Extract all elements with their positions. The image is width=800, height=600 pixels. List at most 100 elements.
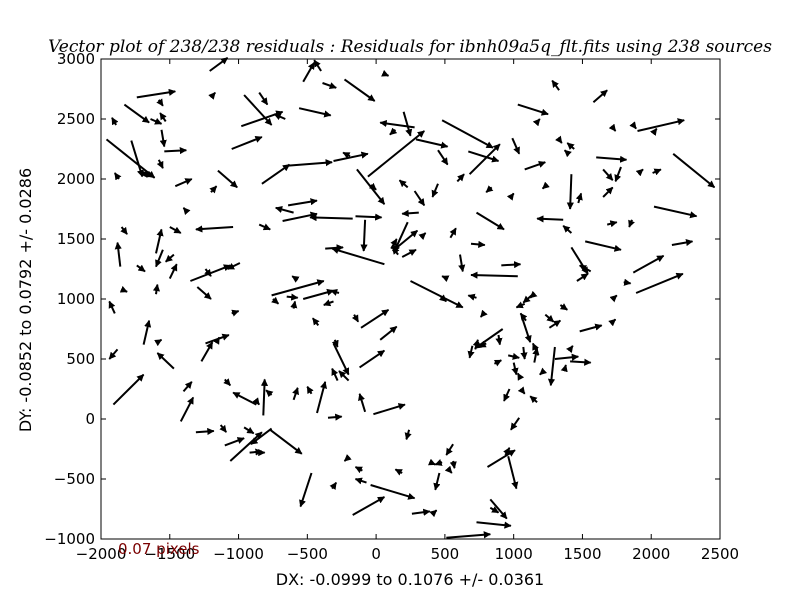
residual-vector: [352, 496, 386, 516]
y-tick-label: 1500: [57, 230, 95, 248]
residual-vector: [539, 367, 548, 376]
residual-vector: [223, 378, 232, 387]
residual-vector: [243, 94, 273, 126]
residual-vector: [373, 403, 406, 416]
residual-vector: [628, 219, 635, 228]
residual-vector: [495, 334, 503, 346]
residual-vector: [524, 160, 546, 171]
x-tick-label: −1500: [144, 545, 195, 563]
residual-vector: [154, 338, 163, 347]
residual-vector: [467, 293, 477, 301]
residual-vector: [331, 339, 339, 348]
residual-vector: [165, 253, 175, 263]
residual-vector: [629, 121, 637, 130]
residual-vector: [418, 232, 427, 241]
residual-vector: [209, 56, 229, 72]
residual-vector: [433, 472, 441, 491]
residual-vector: [111, 117, 119, 126]
residual-vector: [390, 238, 398, 250]
residual-vector: [368, 182, 377, 191]
residual-vector: [316, 381, 328, 414]
residual-vector: [579, 323, 603, 333]
residual-vector: [415, 138, 449, 149]
x-tick-label: −1000: [213, 545, 264, 563]
residual-vector: [570, 358, 592, 366]
residual-vector: [155, 249, 164, 268]
residual-vector: [271, 296, 280, 305]
residual-vector: [159, 112, 167, 122]
residual-vector: [511, 137, 521, 155]
residual-vector: [413, 190, 426, 206]
residual-vector: [219, 424, 227, 433]
residual-vector: [637, 118, 685, 132]
residual-vector: [472, 339, 480, 350]
residual-vector: [182, 381, 193, 393]
residual-vector: [493, 359, 502, 367]
residual-vector: [404, 429, 412, 441]
residual-vector: [608, 123, 617, 132]
y-tick-label: 1000: [57, 290, 95, 308]
residual-vector: [358, 393, 367, 413]
residual-vector: [672, 153, 716, 189]
residual-vector: [156, 352, 175, 370]
residual-vector: [529, 290, 538, 299]
residual-vector: [231, 309, 240, 317]
residual-vector: [381, 69, 390, 77]
residual-vector: [467, 150, 500, 163]
residual-vector: [531, 342, 540, 356]
residual-vector: [517, 103, 549, 116]
residual-vector: [503, 388, 511, 402]
residual-vector: [431, 183, 439, 198]
residual-vector: [229, 431, 263, 462]
residual-vector: [168, 263, 178, 280]
residual-vector: [261, 163, 291, 185]
residual-vector: [155, 228, 164, 254]
residual-vector: [548, 319, 562, 329]
residual-vector: [182, 207, 191, 216]
residual-vector: [367, 130, 425, 178]
residual-vector: [224, 437, 245, 447]
residual-vector: [333, 151, 369, 162]
residual-vector: [379, 325, 398, 341]
residual-vector: [312, 317, 320, 327]
residual-vector: [290, 300, 298, 309]
residual-vector: [515, 301, 526, 309]
residual-vector: [536, 215, 564, 223]
residual-vector: [563, 149, 572, 158]
residual-vector: [164, 146, 188, 155]
residual-vector: [506, 192, 515, 201]
residual-vector: [402, 111, 413, 137]
residual-vector: [510, 417, 521, 431]
residual-vector: [520, 346, 528, 360]
residual-vector: [602, 168, 614, 181]
residual-vector: [260, 378, 269, 416]
residual-vector: [136, 88, 177, 99]
residual-vector: [635, 168, 644, 177]
residual-vector: [195, 427, 215, 436]
x-tick-label: 2000: [632, 545, 670, 563]
residual-vector: [204, 268, 212, 277]
residual-vector: [327, 413, 343, 421]
y-tick-label: 500: [66, 350, 95, 368]
residual-vector: [298, 107, 332, 118]
residual-vector: [576, 272, 589, 282]
residual-vector: [306, 385, 314, 395]
residual-vector: [354, 477, 367, 485]
residual-vector: [653, 205, 698, 219]
x-tick-label: −500: [287, 545, 328, 563]
residual-vector: [286, 293, 299, 301]
residual-vector: [444, 465, 453, 474]
residual-vector: [359, 349, 385, 369]
residual-vector: [200, 341, 214, 362]
residual-vector: [226, 262, 241, 270]
residual-vector: [159, 129, 167, 148]
residual-vector: [566, 345, 574, 354]
residual-vector: [343, 454, 352, 462]
residual-vector: [313, 59, 322, 72]
residual-vector: [174, 178, 193, 188]
residual-vector: [429, 509, 438, 518]
residual-vector: [467, 345, 475, 359]
residual-vector: [243, 426, 255, 435]
